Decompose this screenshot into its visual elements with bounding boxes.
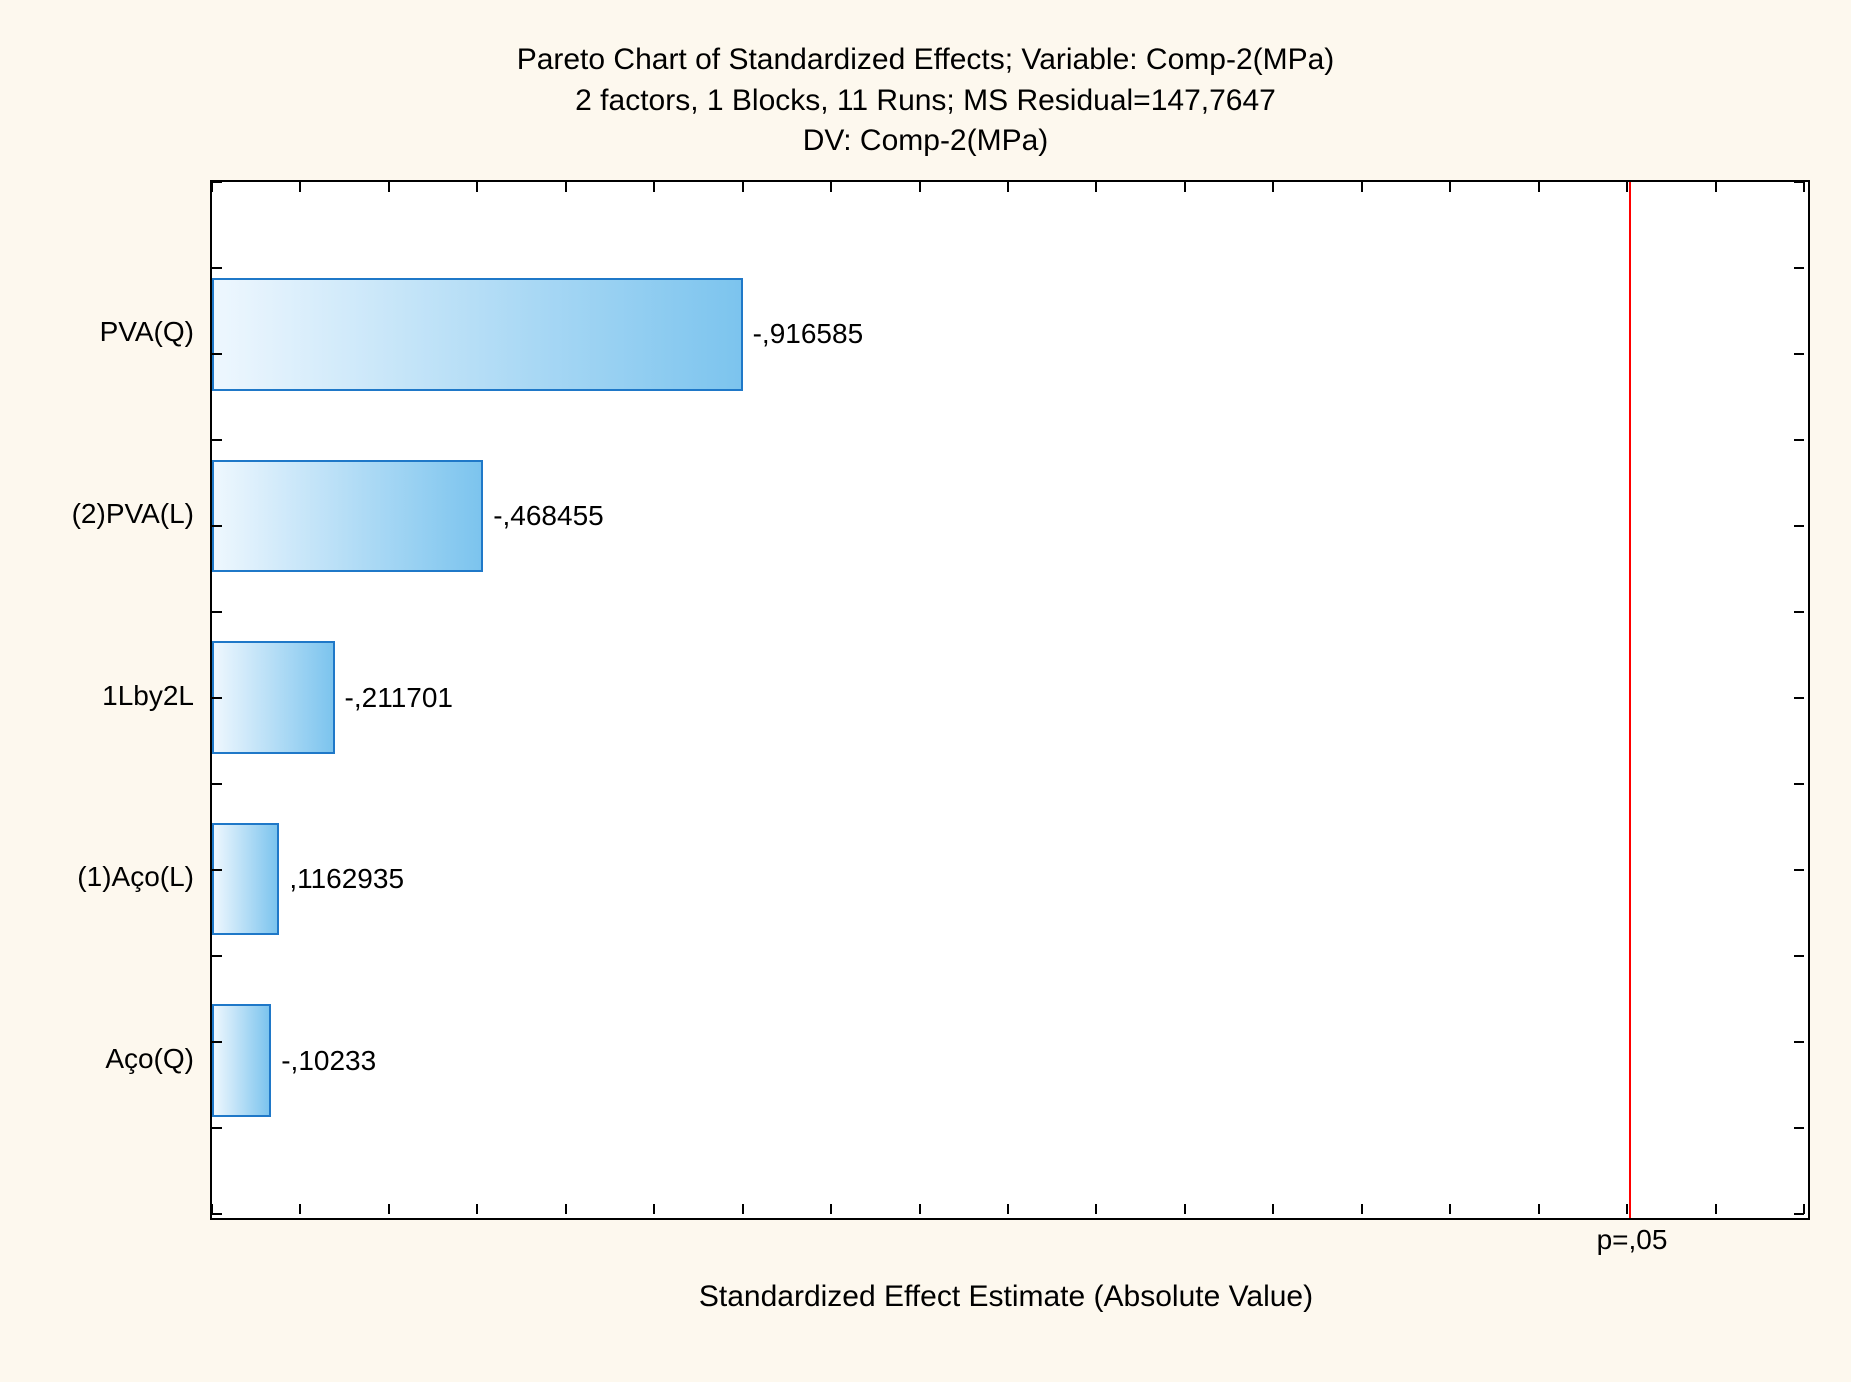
chart-titles: Pareto Chart of Standardized Effects; Va… [60, 40, 1791, 162]
axis-tick [212, 869, 222, 871]
axis-tick [1007, 182, 1009, 192]
axis-tick [565, 1204, 567, 1214]
chart-title-line-2: 2 factors, 1 Blocks, 11 Runs; MS Residua… [60, 81, 1791, 122]
axis-tick [742, 182, 744, 192]
axis-tick [476, 1204, 478, 1214]
significance-reference-label: p=,05 [1597, 1224, 1668, 1256]
axis-tick [830, 182, 832, 192]
axis-tick [212, 697, 222, 699]
axis-tick [1538, 182, 1540, 192]
axis-tick [1794, 611, 1804, 613]
axis-tick [212, 1213, 222, 1215]
axis-tick [212, 439, 222, 441]
axis-tick [1626, 1204, 1628, 1214]
axis-tick [211, 182, 213, 192]
axis-tick [388, 182, 390, 192]
pareto-category-label: 1Lby2L [34, 680, 194, 712]
axis-tick [1007, 1204, 1009, 1214]
pareto-bar-value: -,10233 [281, 1045, 376, 1077]
pareto-bar-value: -,468455 [493, 500, 604, 532]
axis-tick [1794, 525, 1804, 527]
axis-tick [919, 182, 921, 192]
axis-tick [1794, 783, 1804, 785]
axis-tick [212, 267, 222, 269]
axis-tick [1449, 182, 1451, 192]
chart-title-line-1: Pareto Chart of Standardized Effects; Va… [60, 40, 1791, 81]
pareto-bar-value: -,211701 [345, 682, 453, 714]
axis-tick [212, 611, 222, 613]
axis-tick [1794, 1127, 1804, 1129]
pareto-bar-value: ,1162935 [289, 863, 404, 895]
axis-tick [388, 1204, 390, 1214]
pareto-bar [212, 641, 335, 754]
axis-tick [1803, 182, 1805, 192]
axis-tick [1449, 1204, 1451, 1214]
chart-container: Pareto Chart of Standardized Effects; Va… [0, 0, 1851, 1382]
axis-tick [212, 181, 222, 183]
axis-tick [212, 525, 222, 527]
axis-tick [1715, 182, 1717, 192]
axis-tick [742, 1204, 744, 1214]
plot-wrap: -,916585-,468455-,211701,1162935-,10233 … [210, 180, 1810, 1220]
axis-tick [1095, 182, 1097, 192]
pareto-bar [212, 460, 483, 573]
axis-tick [1794, 267, 1804, 269]
significance-reference-line [1629, 182, 1631, 1218]
axis-tick [1361, 182, 1363, 192]
axis-tick [212, 783, 222, 785]
axis-tick [1794, 353, 1804, 355]
axis-tick [212, 955, 222, 957]
x-axis-label: Standardized Effect Estimate (Absolute V… [210, 1280, 1802, 1314]
axis-tick [1095, 1204, 1097, 1214]
pareto-category-label: Aço(Q) [34, 1043, 194, 1075]
pareto-category-label: (2)PVA(L) [34, 498, 194, 530]
axis-tick [565, 182, 567, 192]
axis-tick [1361, 1204, 1363, 1214]
axis-tick [1794, 181, 1804, 183]
axis-tick [476, 182, 478, 192]
axis-tick [1538, 1204, 1540, 1214]
axis-tick [1272, 182, 1274, 192]
plot-area: -,916585 -,468455 -,211701 ,1162935 -,10233 [210, 180, 1810, 1220]
chart-title-line-3: DV: Comp-2(MPa) [60, 121, 1791, 162]
pareto-bar-value: -,916585 [753, 318, 864, 350]
axis-tick [299, 1204, 301, 1214]
pareto-category-label: (1)Aço(L) [34, 861, 194, 893]
axis-tick [1184, 182, 1186, 192]
axis-tick [1794, 697, 1804, 699]
axis-tick [212, 353, 222, 355]
axis-tick [212, 1041, 222, 1043]
axis-tick [830, 1204, 832, 1214]
axis-tick [299, 182, 301, 192]
pareto-bar [212, 1004, 271, 1117]
pareto-bar [212, 823, 279, 936]
axis-tick [1794, 955, 1804, 957]
axis-tick [1626, 182, 1628, 192]
axis-tick [1794, 1213, 1804, 1215]
axis-tick [1794, 439, 1804, 441]
pareto-bar [212, 278, 743, 391]
axis-tick [1184, 1204, 1186, 1214]
pareto-category-label: PVA(Q) [34, 316, 194, 348]
axis-tick [653, 1204, 655, 1214]
axis-tick [1272, 1204, 1274, 1214]
axis-tick [653, 182, 655, 192]
axis-tick [212, 1127, 222, 1129]
axis-tick [1794, 1041, 1804, 1043]
axis-tick [919, 1204, 921, 1214]
axis-tick [1794, 869, 1804, 871]
axis-tick [1715, 1204, 1717, 1214]
